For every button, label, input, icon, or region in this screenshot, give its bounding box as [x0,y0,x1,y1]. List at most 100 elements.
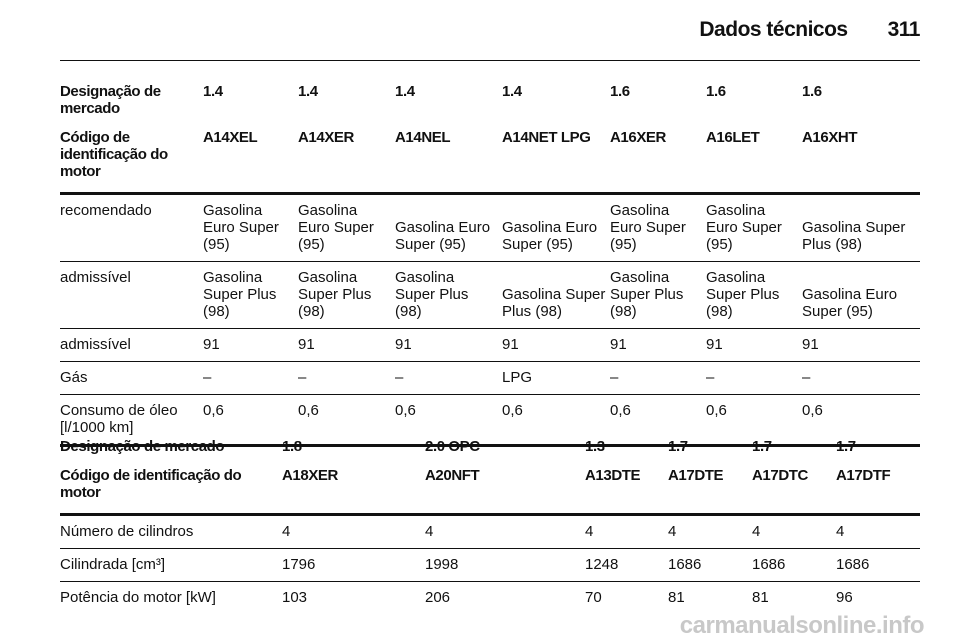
cell: 91 [802,328,920,362]
cell: 2.0 OPC [425,438,480,455]
cell: 4 [836,513,920,549]
cell: Gasolina Euro Super (95) [802,261,920,329]
cell: 103 [282,581,425,614]
cell: 1796 [282,548,425,582]
cell: 4 [585,513,668,549]
cell: 1686 [752,548,836,582]
cell: Gasolina Super Plus (98) [706,261,802,329]
cell: 91 [298,328,395,362]
cell: 1.6 [802,83,822,100]
page-number: 311 [887,18,921,41]
cell: Gasolina Super Plus (98) [802,192,920,262]
cell: A14XER [298,129,354,146]
cell: 4 [282,513,425,549]
cell: 1.3 [585,438,605,455]
cell: Gasolina Super Plus (98) [610,261,706,329]
cell: 1248 [585,548,668,582]
cell: 91 [395,328,502,362]
cell: Gasolina Super Plus (98) [298,261,395,329]
cell: 1998 [425,548,585,582]
row-label: Potência do motor [kW] [60,581,282,614]
cell: Gasolina Euro Super (95) [298,192,395,262]
header-row: Designação de mercado 1.8 2.0 OPC 1.3 1.7 1.7… [60,416,920,467]
cell: A16XHT [802,129,858,146]
watermark: carmanualsonline.info [679,612,925,639]
cell: 1.6 [610,83,630,100]
row: admissível Gasolina Super Plus (98) Gasoli… [60,261,920,329]
row: Consumo de óleo [l/1000 km] 0,6 0,6 0,6 0,6 0… [60,394,920,447]
cell: A14NEL [395,129,451,146]
cell: 1.7 [836,438,856,455]
header-row: Designação de mercado 1.4 1.4 1.4 1.4 1.6 1.6 1… [60,61,920,130]
cell: 1686 [836,548,920,582]
cell: 91 [610,328,706,362]
row-label: Designação de mercado [60,438,225,455]
page-header: Dados técnicos 311 [699,18,920,42]
cell: 1.4 [203,83,223,100]
cell: Gasolina Super Plus (98) [203,261,298,329]
cell: A17DTC [752,467,808,484]
row-label: Consumo de óleo [l/1000 km] [60,394,203,447]
row: recomendado Gasolina Euro Super (95) Gasol… [60,192,920,262]
cell: 0,6 [298,394,395,447]
cell: Gasolina Euro Super (95) [610,192,706,262]
cell: 0,6 [706,394,802,447]
row-label: Gás [60,361,203,395]
cell: 81 [668,581,752,614]
cell: 1.7 [752,438,772,455]
cell: 91 [203,328,298,362]
cell: A16XER [610,129,666,146]
cell: 1.6 [706,83,726,100]
cell: 81 [752,581,836,614]
cell: – [802,361,920,395]
cell: Gasolina Euro Super (95) [395,192,502,262]
row-label: recomendado [60,192,203,262]
cell: LPG [502,361,610,395]
row-label: admissível [60,328,203,362]
cell: A20NFT [425,467,480,484]
header-title: Dados técnicos [699,18,848,41]
cell: 1.8 [282,438,302,455]
cell: – [706,361,802,395]
row: Potência do motor [kW] 103 206 70 81 81 96 [60,581,920,614]
cell: 4 [425,513,585,549]
cell: – [203,361,298,395]
row-label: Designação de mercado [60,83,161,117]
cell: 0,6 [395,394,502,447]
cell: Gasolina Super Plus (98) [502,261,610,329]
row-label: Cilindrada [cm³] [60,548,282,582]
row-label: Número de cilindros [60,513,282,549]
cell: 1.4 [502,83,522,100]
header-row: Código de identificação do motor A14XEL A1… [60,129,920,194]
cell: A17DTE [668,467,724,484]
row: Cilindrada [cm³] 1796 1998 1248 1686 1686 1686 [60,548,920,582]
cell: A14XEL [203,129,258,146]
row-label: Código de identificação do motor [60,467,242,501]
cell: Gasolina Euro Super (95) [203,192,298,262]
cell: 206 [425,581,585,614]
row: admissível 91 91 91 91 91 91 91 [60,328,920,362]
cell: A14NET LPG [502,129,591,146]
cell: 70 [585,581,668,614]
cell: – [610,361,706,395]
cell: 1.4 [395,83,415,100]
cell: 4 [668,513,752,549]
row-label: Código de identificação do motor [60,129,168,180]
cell: A17DTF [836,467,891,484]
cell: 4 [752,513,836,549]
cell: 96 [836,581,920,614]
cell: 91 [502,328,610,362]
cell: 0,6 [203,394,298,447]
cell: 1686 [668,548,752,582]
row: Número de cilindros 4 4 4 4 4 4 [60,513,920,549]
cell: 1.7 [668,438,688,455]
cell: 0,6 [502,394,610,447]
row-label: admissível [60,261,203,329]
cell: Gasolina Euro Super (95) [502,192,610,262]
spec-table: Designação de mercado 1.8 2.0 OPC 1.3 1.7 1.7… [60,416,920,614]
cell: 1.4 [298,83,318,100]
cell: A13DTE [585,467,641,484]
cell: 0,6 [802,394,920,447]
cell: 0,6 [610,394,706,447]
